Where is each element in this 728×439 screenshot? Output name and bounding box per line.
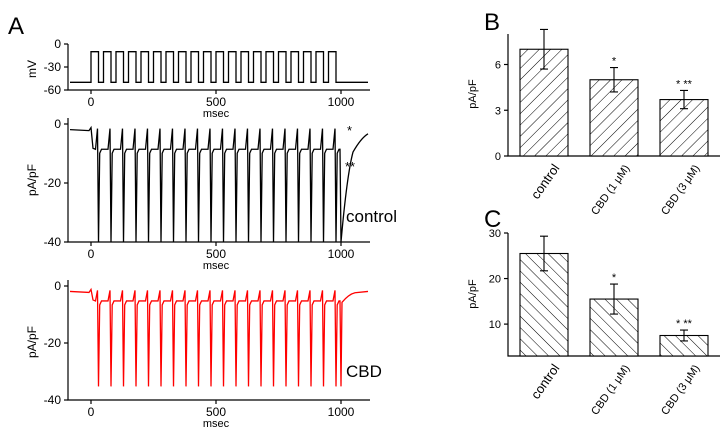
cbd-y-label: pA/pF xyxy=(25,326,39,358)
control-current-trace xyxy=(69,125,369,243)
panel-c-category-label: CBD (1 μM) xyxy=(589,363,632,418)
panel-c-significance-mark: * xyxy=(612,272,617,284)
cbd-x-tick-label: 1000 xyxy=(328,405,355,419)
cbd-x-tick-label: 0 xyxy=(88,405,95,419)
cbd-y-tick-label: -40 xyxy=(44,393,62,407)
panel-b-y-tick-label: 0 xyxy=(495,151,501,163)
panel-c-y-tick-label: 10 xyxy=(489,319,501,331)
panel-c-error-bar xyxy=(540,235,548,272)
control-x-tick-label: 0 xyxy=(88,247,95,261)
protocol-x-tick-label: 1000 xyxy=(328,95,355,109)
panel-c-y-tick-label: 20 xyxy=(489,274,501,286)
panel-b-category-label: CBD (3 μM) xyxy=(659,163,702,218)
control-y-tick-label: 0 xyxy=(54,117,61,131)
panel-b-significance-mark: * ** xyxy=(676,78,693,90)
protocol-x-tick-label: 500 xyxy=(206,95,226,109)
protocol-axes xyxy=(67,44,370,91)
control-x-label: msec xyxy=(203,260,230,272)
panel-c-significance-mark: * ** xyxy=(676,318,693,330)
control-label: control xyxy=(346,207,397,226)
control-y-tick-label: -40 xyxy=(44,235,62,249)
cbd-current-trace xyxy=(69,287,369,387)
panel-b-error-bar xyxy=(610,67,618,93)
voltage-protocol-plot: 0 -30 -60 mV 0 500 1000 msec xyxy=(25,37,370,120)
control-marker-double: ** xyxy=(345,159,355,174)
panel-b-category-label: CBD (1 μM) xyxy=(589,163,632,218)
cbd-current-plot: 0 -20 -40 pA/pF 0 500 1000 msec CBD xyxy=(25,279,382,430)
panel-b-bar xyxy=(589,79,639,157)
panel-b-bar-chart: pA/pF 0 3 6 control * CBD (1 μM) * ** CBD (3 μ… xyxy=(467,28,720,218)
panel-b-y-label: pA/pF xyxy=(467,79,479,109)
protocol-y-label: mV xyxy=(25,60,39,78)
control-y-tick-label: -20 xyxy=(44,176,62,190)
control-y-label: pA/pF xyxy=(25,164,39,196)
protocol-trace xyxy=(70,51,368,83)
panel-c-error-bar xyxy=(680,329,688,342)
panel-c-axes xyxy=(507,233,720,357)
cbd-y-tick-label: -20 xyxy=(44,336,62,350)
panel-b-significance-mark: * xyxy=(612,56,617,68)
panel-c-y-tick-label: 30 xyxy=(489,228,501,240)
panel-letter-b: B xyxy=(484,9,500,36)
panel-c-error-bar xyxy=(610,283,618,315)
cbd-label: CBD xyxy=(346,362,382,381)
cbd-y-tick-label: 0 xyxy=(54,279,61,293)
panel-c-bar-chart: pA/pF 10 20 30 control * CBD (1 μM) * ** CBD (… xyxy=(467,228,720,417)
protocol-y-tick-label: 0 xyxy=(54,37,61,51)
cbd-x-label: msec xyxy=(203,418,230,430)
panel-b-bar xyxy=(659,99,709,157)
panel-letter-c: C xyxy=(484,206,501,233)
panel-c-y-label: pA/pF xyxy=(467,279,479,309)
panel-letter-a: A xyxy=(8,13,24,40)
panel-c-category-label: CBD (3 μM) xyxy=(659,363,702,418)
protocol-y-tick-label: -60 xyxy=(44,83,62,97)
panel-b-category-label: control xyxy=(528,161,563,202)
cbd-x-tick-label: 500 xyxy=(206,405,226,419)
control-x-tick-label: 500 xyxy=(206,247,226,261)
control-current-plot: 0 -20 -40 pA/pF 0 500 1000 msec * ** con… xyxy=(25,117,397,272)
panel-b-error-bar xyxy=(540,28,548,70)
control-x-tick-label: 1000 xyxy=(328,247,355,261)
control-marker-single: * xyxy=(347,123,352,138)
protocol-x-label: msec xyxy=(203,108,230,120)
panel-b-y-tick-label: 6 xyxy=(495,60,501,72)
panel-b-error-bar xyxy=(680,89,688,110)
panel-c-category-label: control xyxy=(528,361,563,402)
panel-b-y-tick-label: 3 xyxy=(495,105,501,117)
protocol-y-tick-label: -30 xyxy=(44,60,62,74)
protocol-x-tick-label: 0 xyxy=(88,95,95,109)
